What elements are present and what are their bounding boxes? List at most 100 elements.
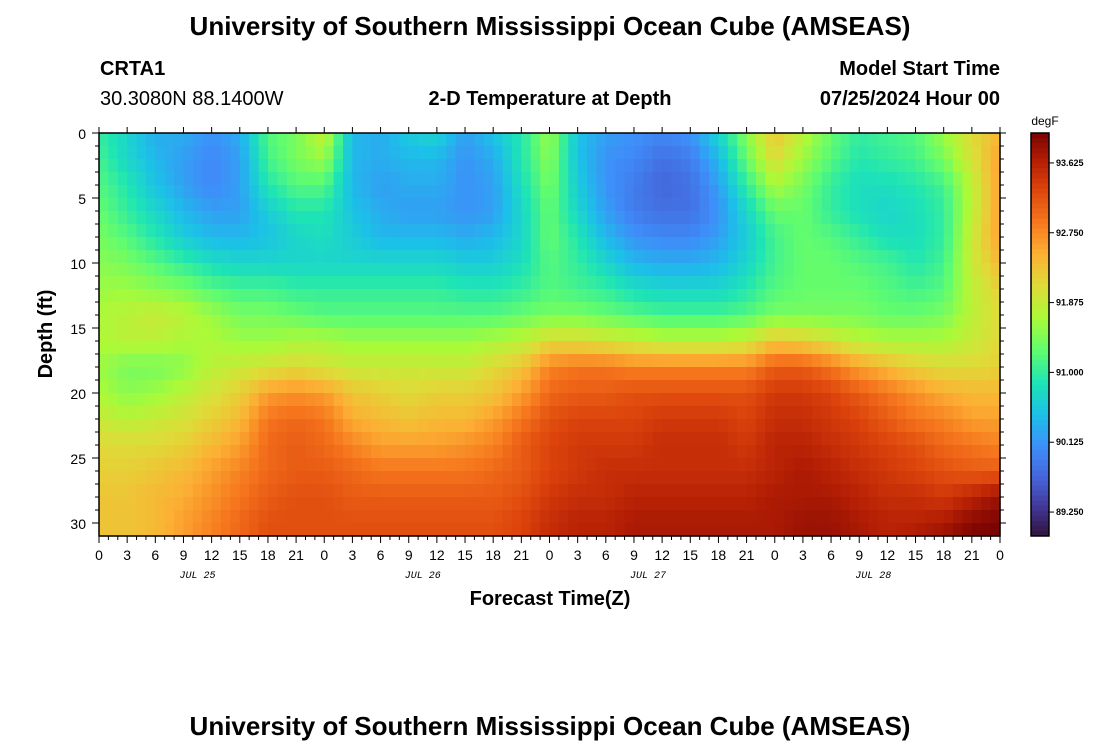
heatmap-cell bbox=[587, 328, 598, 342]
heatmap-cell bbox=[267, 393, 278, 407]
heatmap-cell bbox=[709, 419, 720, 433]
heatmap-cell bbox=[831, 237, 842, 251]
heatmap-cell bbox=[690, 484, 701, 498]
heatmap-cell bbox=[136, 185, 147, 199]
heatmap-cell bbox=[314, 458, 325, 472]
colorbar-segment bbox=[1031, 279, 1049, 285]
heatmap-cell bbox=[127, 172, 138, 186]
heatmap-cell bbox=[343, 250, 354, 264]
heatmap-cell bbox=[896, 133, 907, 147]
heatmap-cell bbox=[596, 393, 607, 407]
heatmap-cell bbox=[521, 497, 532, 511]
heatmap-cell bbox=[267, 133, 278, 147]
heatmap-cell bbox=[324, 432, 335, 446]
heatmap-cell bbox=[953, 224, 964, 238]
heatmap-cell bbox=[568, 484, 579, 498]
heatmap-cell bbox=[643, 146, 654, 160]
heatmap-cell bbox=[887, 211, 898, 225]
heatmap-cell bbox=[521, 198, 532, 212]
heatmap-cell bbox=[971, 146, 982, 160]
heatmap-cell bbox=[802, 380, 813, 394]
heatmap-cell bbox=[934, 133, 945, 147]
heatmap-cell bbox=[953, 354, 964, 368]
heatmap-cell bbox=[164, 523, 175, 537]
heatmap-cell bbox=[493, 406, 504, 420]
heatmap-cell bbox=[511, 484, 522, 498]
heatmap-cell bbox=[399, 250, 410, 264]
heatmap-cell bbox=[145, 523, 156, 537]
heatmap-cell bbox=[399, 315, 410, 329]
colorbar-segment bbox=[1031, 384, 1049, 391]
heatmap-cell bbox=[849, 523, 860, 537]
heatmap-cell bbox=[117, 341, 128, 355]
heatmap-cell bbox=[990, 250, 1001, 264]
heatmap-cell bbox=[859, 406, 870, 420]
heatmap-cell bbox=[530, 393, 541, 407]
heatmap-cell bbox=[596, 133, 607, 147]
heatmap-cell bbox=[671, 146, 682, 160]
heatmap-cell bbox=[727, 211, 738, 225]
heatmap-cell bbox=[174, 263, 185, 277]
heatmap-cell bbox=[239, 237, 250, 251]
heatmap-cell bbox=[812, 406, 823, 420]
heatmap-cell bbox=[587, 185, 598, 199]
heatmap-cell bbox=[333, 302, 344, 316]
heatmap-cell bbox=[971, 510, 982, 524]
heatmap-cell bbox=[877, 224, 888, 238]
heatmap-cell bbox=[953, 211, 964, 225]
heatmap-cell bbox=[690, 523, 701, 537]
heatmap-cell bbox=[953, 406, 964, 420]
heatmap-cell bbox=[474, 159, 485, 173]
heatmap-cell bbox=[296, 406, 307, 420]
heatmap-cell bbox=[877, 497, 888, 511]
heatmap-cell bbox=[436, 146, 447, 160]
heatmap-cell bbox=[352, 146, 363, 160]
heatmap-cell bbox=[962, 328, 973, 342]
heatmap-cell bbox=[267, 302, 278, 316]
heatmap-cell bbox=[896, 276, 907, 290]
heatmap-cell bbox=[239, 263, 250, 277]
heatmap-cell bbox=[427, 224, 438, 238]
heatmap-cell bbox=[221, 445, 231, 459]
heatmap-cell bbox=[314, 250, 325, 264]
colorbar-segment bbox=[1031, 284, 1049, 290]
heatmap-cell bbox=[530, 484, 541, 498]
heatmap-cell bbox=[821, 185, 832, 199]
heatmap-cell bbox=[746, 523, 757, 537]
heatmap-cell bbox=[568, 237, 579, 251]
heatmap-cell bbox=[117, 224, 128, 238]
heatmap-cell bbox=[652, 341, 663, 355]
heatmap-cell bbox=[662, 432, 673, 446]
heatmap-cell bbox=[915, 276, 926, 290]
heatmap-cell bbox=[784, 263, 795, 277]
heatmap-cell bbox=[352, 419, 363, 433]
colorbar-segment bbox=[1031, 354, 1049, 361]
heatmap-cell bbox=[324, 276, 335, 290]
heatmap-cell bbox=[99, 523, 109, 537]
heatmap-cell bbox=[352, 354, 363, 368]
chart-title: University of Southern Mississippi Ocean… bbox=[190, 11, 911, 41]
heatmap-cell bbox=[324, 315, 335, 329]
heatmap-cell bbox=[333, 510, 344, 524]
heatmap-cell bbox=[558, 289, 569, 303]
heatmap-cell bbox=[371, 302, 382, 316]
heatmap-cell bbox=[549, 393, 560, 407]
heatmap-cell bbox=[643, 289, 654, 303]
heatmap-cell bbox=[493, 289, 504, 303]
heatmap-cell bbox=[493, 380, 504, 394]
heatmap-cell bbox=[624, 432, 635, 446]
heatmap-cell bbox=[361, 185, 372, 199]
heatmap-cell bbox=[633, 302, 644, 316]
heatmap-cell bbox=[211, 159, 222, 173]
heatmap-cell bbox=[906, 263, 917, 277]
colorbar-segment bbox=[1031, 324, 1049, 330]
heatmap-cell bbox=[849, 289, 860, 303]
heatmap-cell bbox=[887, 172, 898, 186]
heatmap-cell bbox=[887, 471, 898, 485]
heatmap-cell bbox=[577, 198, 588, 212]
heatmap-cell bbox=[765, 172, 776, 186]
heatmap-cell bbox=[136, 263, 147, 277]
heatmap-cell bbox=[361, 289, 372, 303]
heatmap-cell bbox=[483, 224, 494, 238]
heatmap-cell bbox=[868, 510, 879, 524]
